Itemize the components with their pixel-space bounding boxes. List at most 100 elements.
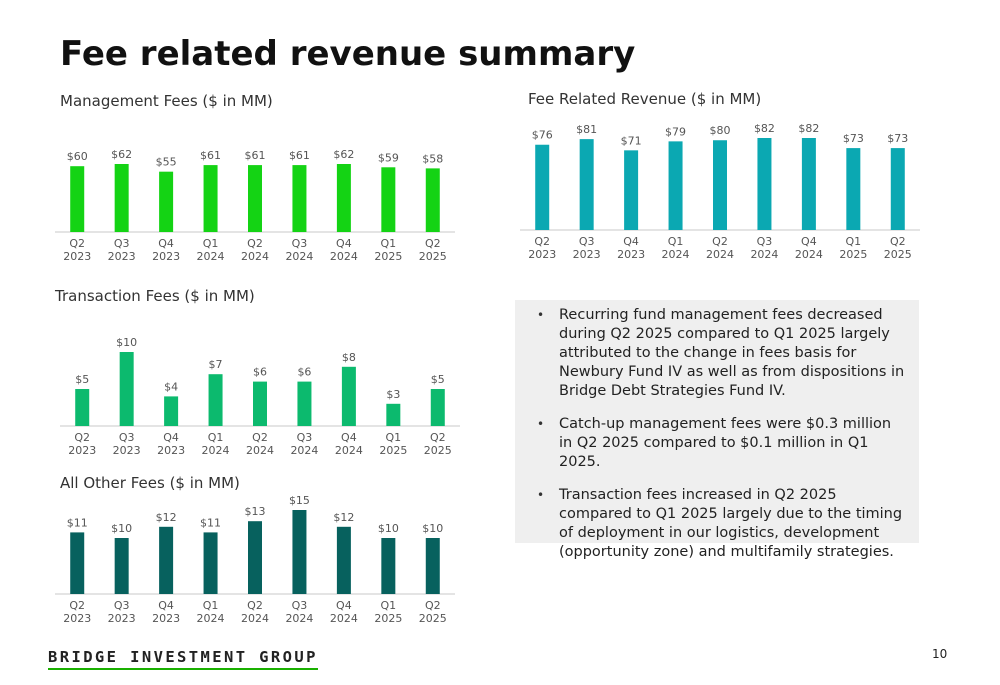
commentary-list: • Recurring fund management fees decrease…	[529, 306, 905, 562]
x-tick-label: Q3 2023	[113, 431, 141, 457]
data-label: $10	[422, 522, 443, 535]
x-tick-label: Q2 2023	[63, 237, 91, 263]
bar	[624, 150, 639, 230]
all-other-fees-title: All Other Fees ($ in MM)	[60, 474, 240, 492]
x-tick-label: Q4 2023	[152, 599, 180, 625]
x-tick-label: Q1 2025	[839, 235, 867, 261]
data-label: $81	[576, 123, 597, 136]
data-label: $12	[333, 511, 354, 524]
x-tick-label: Q3 2023	[108, 237, 136, 263]
data-label: $8	[342, 351, 356, 364]
x-tick-label: Q4 2024	[795, 235, 823, 261]
x-tick-label: Q1 2025	[374, 599, 402, 625]
data-label: $10	[111, 522, 132, 535]
x-tick-label: Q4 2024	[330, 237, 358, 263]
logo-underline	[48, 668, 318, 670]
commentary-text: Transaction fees increased in Q2 2025 co…	[559, 487, 903, 560]
data-label: $4	[164, 380, 178, 393]
x-tick-label: Q3 2024	[285, 599, 313, 625]
commentary-text: Recurring fund management fees decreased…	[559, 307, 905, 399]
bar	[248, 521, 262, 594]
bullet-dot-icon: •	[537, 308, 545, 322]
bar	[248, 165, 262, 232]
x-tick-label: Q2 2023	[528, 235, 556, 261]
bar	[713, 140, 727, 230]
logo-text: BRIDGE INVESTMENT GROUP	[48, 648, 318, 666]
bar	[890, 148, 905, 230]
x-tick-label: Q3 2024	[285, 237, 313, 263]
fee-related-revenue-chart: $76 Q2 2023 $81 Q3 2023 $71 Q4 2023 $79 Q1 2024 $80 Q…	[520, 122, 920, 261]
data-label: $55	[156, 156, 177, 169]
bar	[159, 526, 174, 594]
x-tick-label: Q2 2025	[419, 237, 447, 263]
bar	[119, 352, 134, 426]
data-label: $62	[333, 148, 354, 161]
data-label: $61	[289, 149, 310, 162]
data-label: $10	[378, 522, 399, 535]
bar	[208, 374, 223, 426]
bar	[159, 171, 174, 232]
bar	[425, 538, 440, 594]
x-tick-label: Q2 2024	[706, 235, 734, 261]
data-label: $58	[422, 152, 443, 165]
bar	[668, 141, 683, 230]
data-label: $11	[200, 516, 221, 529]
data-label: $82	[754, 122, 775, 135]
data-label: $60	[67, 150, 88, 163]
x-tick-label: Q3 2024	[290, 431, 318, 457]
commentary-bullet: • Transaction fees increased in Q2 2025 c…	[529, 486, 905, 562]
x-tick-label: Q4 2024	[330, 599, 358, 625]
x-tick-label: Q4 2024	[335, 431, 363, 457]
bar	[425, 168, 440, 232]
x-tick-label: Q1 2024	[197, 599, 225, 625]
all-other-fees-chart: $11 Q2 2023 $10 Q3 2023 $12 Q4 2023 $11 Q1 2024 $13 Q…	[55, 494, 455, 625]
x-tick-label: Q1 2025	[374, 237, 402, 263]
data-label: $73	[887, 132, 908, 145]
x-tick-label: Q2 2023	[68, 431, 96, 457]
bar	[253, 381, 267, 426]
commentary-bullet: • Catch-up management fees were $0.3 mill…	[529, 415, 905, 472]
bar	[430, 389, 445, 426]
x-tick-label: Q3 2023	[108, 599, 136, 625]
commentary-text: Catch-up management fees were $0.3 milli…	[559, 416, 892, 470]
bar	[336, 164, 351, 232]
x-tick-label: Q4 2023	[157, 431, 185, 457]
transaction-fees-chart: $5 Q2 2023 $10 Q3 2023 $4 Q4 2023 $7 Q1 2024 $6 Q2 202…	[60, 336, 460, 457]
bar	[75, 389, 90, 426]
bar	[801, 138, 816, 230]
x-tick-label: Q2 2024	[246, 431, 274, 457]
bar	[846, 148, 861, 230]
data-label: $61	[200, 149, 221, 162]
management-fees-title: Management Fees ($ in MM)	[60, 92, 273, 110]
bar	[203, 532, 218, 594]
data-label: $7	[209, 358, 223, 371]
bar	[336, 526, 351, 594]
page-title: Fee related revenue summary	[60, 34, 636, 74]
data-label: $62	[111, 148, 132, 161]
bar	[292, 510, 307, 594]
data-label: $10	[116, 336, 137, 349]
x-tick-label: Q2 2023	[63, 599, 91, 625]
x-tick-label: Q1 2024	[197, 237, 225, 263]
x-tick-label: Q3 2023	[573, 235, 601, 261]
bullet-dot-icon: •	[537, 488, 545, 502]
data-label: $61	[245, 149, 266, 162]
bar	[164, 396, 179, 426]
data-label: $79	[665, 125, 686, 138]
data-label: $71	[621, 134, 642, 147]
commentary-bullet: • Recurring fund management fees decrease…	[529, 306, 905, 401]
transaction-fees-title: Transaction Fees ($ in MM)	[55, 287, 255, 305]
bar	[292, 165, 307, 232]
bar	[535, 144, 550, 230]
bar	[114, 164, 129, 232]
bar	[114, 538, 129, 594]
data-label: $82	[798, 122, 819, 135]
data-label: $76	[532, 129, 553, 142]
x-tick-label: Q2 2024	[241, 237, 269, 263]
x-tick-label: Q4 2023	[152, 237, 180, 263]
x-tick-label: Q2 2024	[241, 599, 269, 625]
page-number: 10	[932, 647, 948, 661]
bar	[381, 538, 396, 594]
company-logo: BRIDGE INVESTMENT GROUP	[48, 648, 318, 670]
data-label: $13	[245, 505, 266, 518]
